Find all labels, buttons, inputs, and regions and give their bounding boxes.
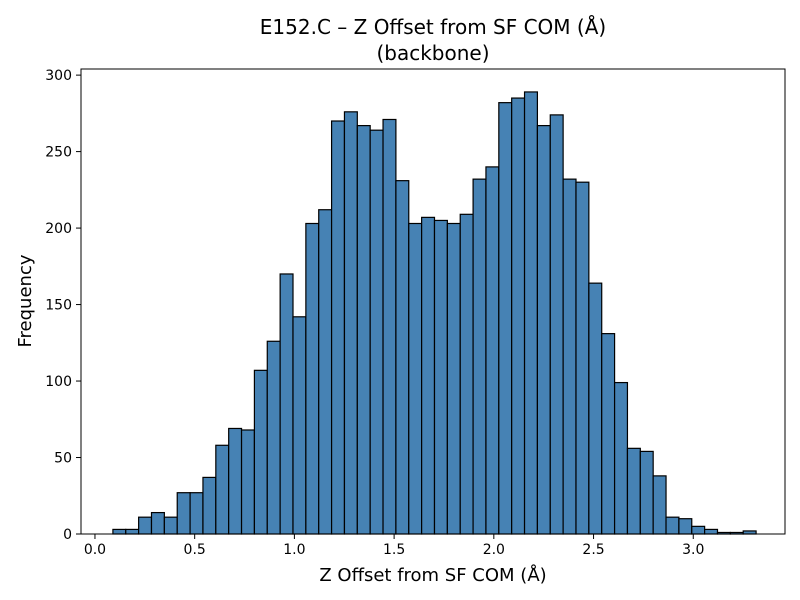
histogram-bar [138,516,153,535]
histogram-bar [305,222,320,535]
x-tick-label: 2.5 [582,542,604,558]
histogram-bar [433,219,448,535]
histogram-bar [253,369,268,535]
chart-subtitle: (backbone) [376,41,489,65]
x-tick-label: 0.5 [184,542,206,558]
histogram-bar [408,222,423,535]
x-tick-label: 1.0 [283,542,305,558]
y-tick-label: 250 [45,145,72,161]
y-tick-label: 100 [45,374,72,390]
histogram-bar [498,102,513,535]
histogram-bar [626,447,641,535]
x-axis-label: Z Offset from SF COM (Å) [319,564,546,586]
x-tick-label: 0.0 [84,542,106,558]
histogram-bar [639,450,654,535]
y-ticks-group: 0 50 100 150 200 250 300 [45,68,81,543]
y-tick-label: 50 [54,451,72,467]
histogram-bar [356,124,371,535]
histogram-bar [678,518,693,535]
histogram-bar [279,273,294,535]
histogram-bar [202,476,217,535]
y-axis-label: Frequency [15,254,36,347]
histogram-bar [704,528,719,535]
histogram-bar [176,492,191,535]
histogram-bar [395,180,410,535]
histogram-bar [421,216,436,535]
histogram-bar [665,516,680,535]
histogram-bar [536,124,551,535]
histogram-bar [125,528,140,535]
histogram-bar [240,429,256,535]
bars-group [112,91,757,535]
histogram-bar [511,97,526,535]
histogram-bar [549,114,564,535]
histogram-bar [292,316,307,535]
histogram-bar [112,528,127,535]
histogram-bar [523,91,539,535]
histogram-bar [150,511,165,535]
histogram-bar [163,516,178,535]
histogram-bar [601,333,616,535]
histogram-bar [369,129,384,535]
chart-title: E152.C – Z Offset from SF COM (Å) [260,15,606,39]
y-tick-label: 300 [45,68,72,84]
x-ticks-group: 0.0 0.5 1.0 1.5 2.0 2.5 3.0 [84,534,704,558]
x-tick-label: 3.0 [682,542,704,558]
y-tick-label: 0 [63,527,72,543]
histogram-bar [485,166,500,535]
histogram-bar [446,222,461,535]
x-tick-label: 2.0 [483,542,505,558]
x-tick-label: 1.5 [383,542,405,558]
histogram-bar [652,475,667,535]
plot-frame [80,68,786,535]
histogram-bar [266,340,281,535]
histogram-bar [318,209,333,535]
histogram-bar [189,492,204,535]
histogram-bar [575,181,590,535]
histogram-bar [215,444,230,535]
histogram-bar [459,213,474,535]
histogram-bar [330,120,346,535]
y-tick-label: 150 [45,298,72,314]
histogram-bar [588,282,603,535]
histogram-bar [382,118,397,535]
y-tick-label: 200 [45,221,72,237]
histogram-bar [562,178,577,535]
histogram-bar [613,381,629,535]
histogram-bar [228,427,243,535]
histogram-bar [691,525,706,535]
histogram-bar [343,111,358,535]
histogram-bar [472,178,487,535]
